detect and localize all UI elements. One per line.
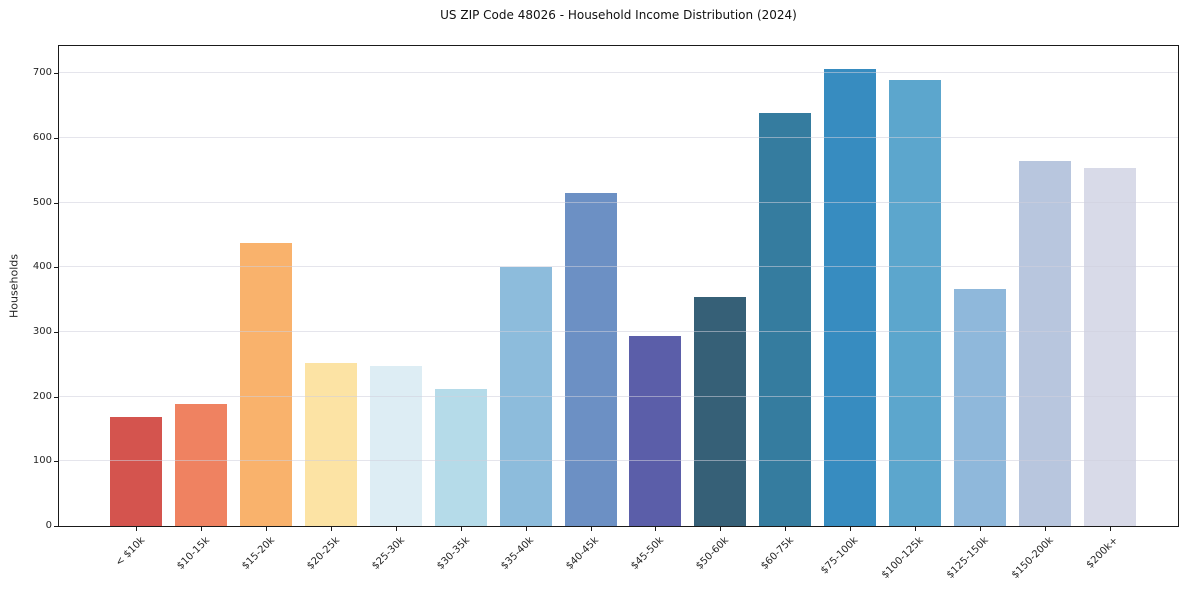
bar-$50-60k	[694, 297, 747, 526]
xtick-label-$75-100k: $75-100k	[819, 535, 861, 577]
xtick-mark	[979, 527, 981, 531]
xtick-label-$200k+: $200k+	[1084, 535, 1121, 571]
bar-$150-200k	[1018, 161, 1071, 526]
xtick-label-$30-35k: $30-35k	[434, 535, 472, 572]
xtick-mark	[1109, 527, 1111, 531]
xtick-mark	[850, 527, 852, 531]
xtick-label-$100-125k: $100-125k	[879, 535, 926, 581]
ytick-label-100: 100	[32, 455, 52, 467]
gridline-700	[59, 72, 1178, 74]
gridline-400	[59, 266, 1178, 268]
xtick-label-$10-15k: $10-15k	[175, 535, 213, 572]
ytick-label-300: 300	[32, 325, 52, 337]
ytick-mark	[54, 202, 58, 204]
gridline-600	[59, 136, 1178, 138]
gridline-100	[59, 460, 1178, 462]
xtick-mark	[1044, 527, 1046, 531]
ytick-mark	[54, 526, 58, 527]
xtick-label-$150-200k: $150-200k	[1009, 535, 1056, 581]
xtick-mark	[655, 527, 657, 531]
chart-title: US ZIP Code 48026 - Household Income Dis…	[440, 8, 797, 22]
xtick-mark	[136, 527, 138, 531]
ytick-label-400: 400	[32, 261, 52, 273]
ytick-mark	[54, 267, 58, 269]
plot-area	[58, 45, 1179, 527]
ytick-label-700: 700	[32, 67, 52, 79]
ytick-label-600: 600	[32, 131, 52, 143]
xtick-mark	[395, 527, 397, 531]
bar-$15-20k	[240, 242, 293, 526]
xtick-mark	[266, 527, 268, 531]
bar-$30-35k	[434, 388, 487, 526]
gridline-500	[59, 201, 1178, 203]
xtick-mark	[525, 527, 527, 531]
xtick-label-$45-50k: $45-50k	[629, 535, 667, 572]
xtick-mark	[331, 527, 333, 531]
ytick-mark	[54, 461, 58, 463]
xtick-label-$25-30k: $25-30k	[369, 535, 407, 572]
xtick-mark	[785, 527, 787, 531]
gridline-300	[59, 330, 1178, 332]
ytick-mark	[54, 137, 58, 139]
ytick-label-500: 500	[32, 196, 52, 208]
xtick-label-$35-40k: $35-40k	[499, 535, 537, 572]
bar-$125-150k	[953, 289, 1006, 526]
bar-$100-125k	[888, 80, 941, 526]
bar-< $10k	[110, 416, 163, 526]
bar-$45-50k	[629, 336, 682, 526]
xtick-label-$50-60k: $50-60k	[694, 535, 732, 572]
bar-$200k+	[1083, 168, 1136, 526]
xtick-mark	[201, 527, 203, 531]
xtick-label-< $10k: < $10k	[113, 535, 148, 569]
bar-$20-25k	[305, 362, 357, 526]
ytick-label-200: 200	[32, 390, 52, 402]
xtick-label-$125-150k: $125-150k	[944, 535, 991, 581]
xtick-mark	[914, 527, 916, 531]
xtick-label-$15-20k: $15-20k	[240, 535, 277, 572]
bar-$40-45k	[564, 192, 617, 526]
ytick-label-0: 0	[45, 520, 52, 531]
xtick-label-$60-75k: $60-75k	[759, 535, 796, 572]
xtick-label-$40-45k: $40-45k	[564, 535, 602, 572]
bar-$60-75k	[759, 113, 812, 526]
bar-$75-100k	[824, 69, 876, 526]
bar-$25-30k	[369, 365, 422, 526]
xtick-label-$20-25k: $20-25k	[304, 535, 342, 572]
ytick-mark	[54, 73, 58, 75]
ytick-mark	[54, 396, 58, 398]
bar-$10-15k	[175, 403, 228, 526]
xtick-mark	[460, 527, 462, 531]
ytick-mark	[54, 331, 58, 333]
xtick-mark	[590, 527, 592, 531]
gridline-200	[59, 395, 1178, 397]
xtick-mark	[720, 527, 722, 531]
